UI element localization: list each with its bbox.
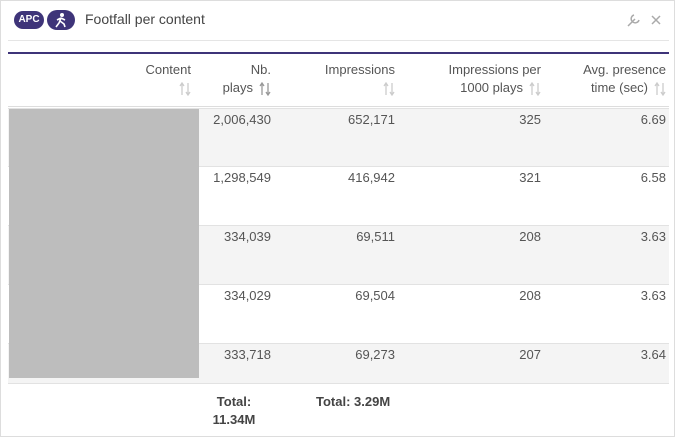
total: Total: 3.29M	[281, 393, 426, 411]
table-cell: 208	[519, 229, 541, 244]
sort-icon[interactable]	[259, 81, 271, 96]
column-header[interactable]: Content	[101, 61, 191, 97]
header-text: Impressions per	[448, 62, 541, 77]
table-cell: 3.63	[640, 229, 666, 244]
header-line	[281, 79, 395, 97]
footer-line	[8, 383, 669, 384]
header-line: Nb.	[201, 61, 271, 79]
widget-title: Footfall per content	[85, 11, 205, 27]
toolbar-icons[interactable]	[625, 11, 665, 29]
table-cell: 6.58	[640, 170, 666, 185]
header-text: Avg. presence	[583, 62, 666, 77]
table-cell: 3.64	[640, 347, 666, 362]
table-cell: 69,273	[355, 347, 395, 362]
total: Total: 11.34M	[201, 393, 267, 429]
column-header[interactable]: Avg. presence time (sec)	[546, 61, 666, 97]
total-line: Total: 3.29M	[316, 394, 391, 409]
table-cell: 333,718	[224, 347, 271, 362]
header-text: Content	[145, 62, 191, 77]
badge: APC	[14, 11, 44, 29]
sort-icon[interactable]	[654, 81, 666, 96]
table-cell: 1,298,549	[213, 170, 271, 185]
table-top	[8, 52, 669, 54]
table-cell: 3.63	[640, 288, 666, 303]
redacted-content	[9, 109, 199, 378]
table-cell: 321	[519, 170, 541, 185]
column-header[interactable]: Nb. plays	[201, 61, 271, 97]
table-cell: 69,511	[356, 229, 395, 244]
sort-icon[interactable]	[529, 81, 541, 96]
header-line: plays	[201, 79, 271, 97]
header-text: 1000 plays	[460, 80, 523, 95]
header-text: time (sec)	[590, 80, 648, 95]
table-cell: 416,942	[348, 170, 395, 185]
table-cell: 652,171	[348, 112, 395, 127]
column-header[interactable]: Impressions	[281, 61, 395, 97]
table-cell: 208	[519, 288, 541, 303]
table-cell: 325	[519, 112, 541, 127]
table-cell: 334,039	[224, 229, 271, 244]
walk-icon	[47, 10, 75, 30]
header-text: Nb.	[250, 62, 271, 77]
total-line: 11.34M	[212, 412, 256, 427]
header-line: Content	[101, 61, 191, 79]
table-cell: 69,504	[355, 288, 395, 303]
divider	[8, 40, 669, 41]
column-header[interactable]: Impressions per 1000 plays	[401, 61, 541, 97]
table-cell: 2,006,430	[213, 112, 271, 127]
sort-icon[interactable]	[383, 81, 395, 96]
sort-icon[interactable]	[179, 81, 191, 96]
table-cell: 207	[519, 347, 541, 362]
header-line: Impressions	[281, 61, 395, 79]
total-line: Total:	[216, 394, 252, 409]
table-cell: 334,029	[224, 288, 271, 303]
header-text: Impressions	[324, 62, 395, 77]
header-line: time (sec)	[546, 79, 666, 97]
header-line	[8, 106, 669, 107]
header-text: plays	[222, 80, 253, 95]
table-cell: 6.69	[640, 112, 666, 127]
header-line: 1000 plays	[401, 79, 541, 97]
header-line: Avg. presence	[546, 61, 666, 79]
header-line	[101, 79, 191, 97]
header-line: Impressions per	[401, 61, 541, 79]
